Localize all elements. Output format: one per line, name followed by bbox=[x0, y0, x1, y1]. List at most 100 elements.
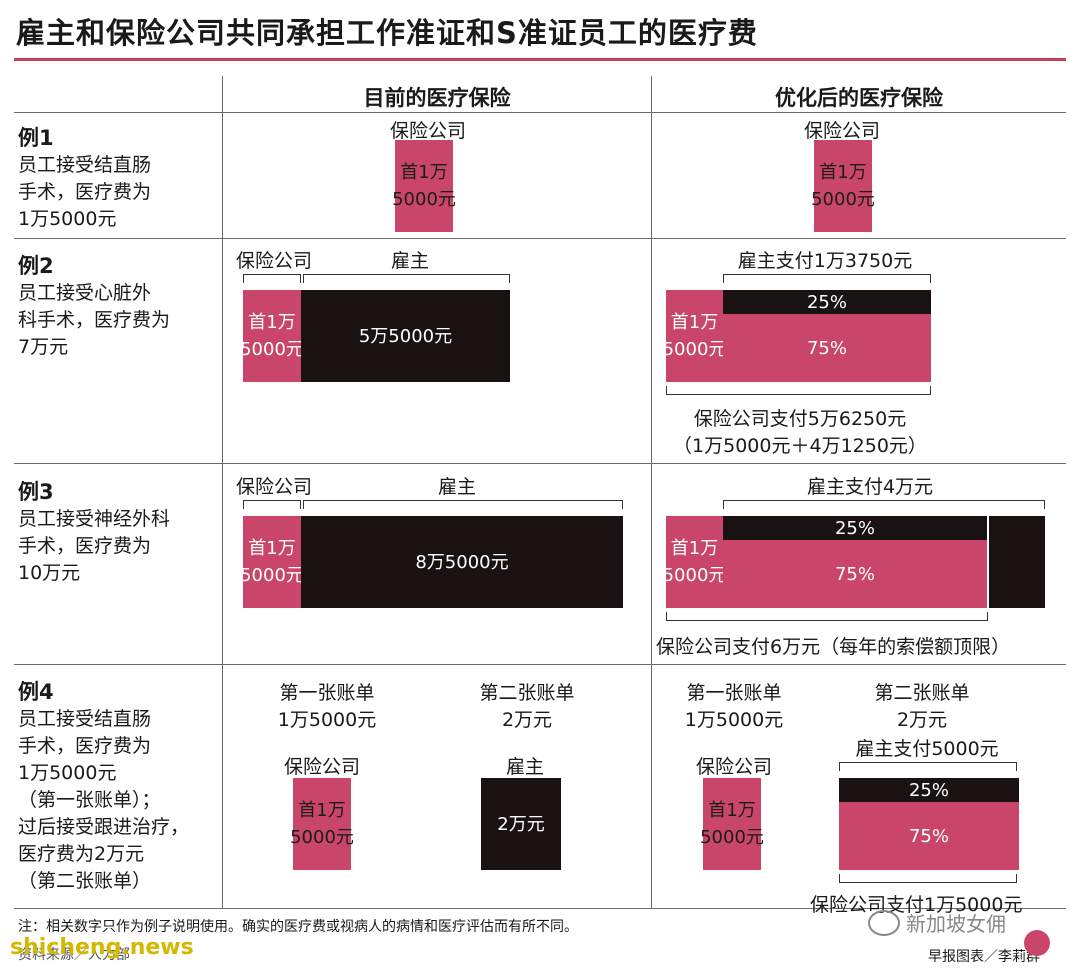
ex3-insurer-pays-label: 保险公司支付6万元（每年的索偿额顶限） bbox=[656, 636, 1011, 658]
example-desc-line: 手术，医疗费为 bbox=[18, 181, 152, 203]
box-text: 5000元 bbox=[662, 339, 727, 360]
ex3-current-employer-box: 8万5000元 bbox=[301, 516, 623, 608]
title-underline bbox=[14, 58, 1066, 61]
box-text: 75% bbox=[908, 825, 949, 847]
credit-note: 早报图表／李莉群 bbox=[928, 949, 1040, 965]
ex4-optimized-bill1-amount: 1万5000元 bbox=[684, 709, 784, 731]
box-text: 首1万 bbox=[248, 312, 296, 333]
box-text: 75% bbox=[806, 337, 847, 359]
watermark-left: shicheng.news bbox=[10, 935, 194, 960]
example-1-label-block: 例1 员工接受结直肠 手术，医疗费为 1万5000元 bbox=[18, 122, 218, 233]
ex2-current-insurer-label: 保险公司 bbox=[236, 250, 313, 272]
page-title: 雇主和保险公司共同承担工作准证和S准证员工的医疗费 bbox=[16, 16, 758, 50]
example-desc-line: 员工接受结直肠 bbox=[18, 708, 152, 730]
example-desc-line: 手术，医疗费为 bbox=[18, 535, 152, 557]
box-text: 5000元 bbox=[392, 189, 456, 210]
ex3-optimized-75-box: 75% bbox=[723, 540, 987, 608]
ex2-current-employer-label: 雇主 bbox=[391, 250, 430, 272]
box-text: 5000元 bbox=[700, 827, 764, 848]
col-divider-1 bbox=[222, 76, 223, 908]
ex2-insurer-pays-label: 保险公司支付5万6250元 bbox=[693, 408, 907, 430]
ex2-insurer-detail-label: （1万5000元＋4万1250元） bbox=[673, 435, 927, 457]
example-desc-line: 医疗费为2万元 bbox=[18, 843, 145, 865]
ex4-employer-pays-label: 雇主支付5000元 bbox=[855, 738, 999, 760]
box-text: 5000元 bbox=[290, 827, 354, 848]
box-text: 5万5000元 bbox=[358, 325, 453, 347]
col-divider-2 bbox=[651, 76, 652, 908]
ex4-employer-pays-bracket bbox=[839, 762, 1017, 771]
ex3-insurer-pays-bracket bbox=[666, 612, 988, 621]
ex4-current-insurer-box: 首1万 5000元 bbox=[290, 778, 354, 870]
ex4-optimized-insurer-box: 首1万 5000元 bbox=[700, 778, 764, 870]
example-desc-line: 手术，医疗费为 bbox=[18, 735, 152, 757]
wechat-icon bbox=[868, 909, 900, 936]
box-text: 2万元 bbox=[497, 813, 545, 835]
ex4-current-bill1-amount: 1万5000元 bbox=[277, 709, 377, 731]
ex3-current-insurer-bracket bbox=[243, 500, 301, 509]
ex1-optimized-insurer-label: 保险公司 bbox=[803, 120, 880, 142]
ex4-optimized-bill2-title: 第二张账单 bbox=[874, 682, 970, 704]
ex2-optimized-insurer-box: 首1万 5000元 bbox=[663, 290, 726, 382]
ex3-optimized-insurer-box: 首1万 5000元 bbox=[663, 516, 726, 608]
ex4-current-bill2-amount: 2万元 bbox=[501, 709, 553, 731]
footnote: 注：相关数字只作为例子说明使用。确实的医疗费或视病人的病情和医疗评估而有所不同。 bbox=[18, 919, 578, 935]
ex2-current-insurer-bracket bbox=[243, 274, 301, 283]
ex3-optimized-25-box: 25% bbox=[723, 516, 987, 540]
ex1-current-insurer-label: 保险公司 bbox=[389, 120, 466, 142]
row-divider-2 bbox=[14, 463, 1066, 464]
box-text: 75% bbox=[834, 563, 875, 585]
ex3-optimized-excess-box bbox=[989, 516, 1045, 608]
example-desc-line: 员工接受神经外科 bbox=[18, 508, 171, 530]
example-desc-line: 10万元 bbox=[18, 562, 81, 584]
example-label: 例4 bbox=[18, 680, 54, 704]
ex2-current-employer-bracket bbox=[303, 274, 510, 283]
ex4-current-employer-label: 雇主 bbox=[505, 756, 544, 778]
example-4-label-block: 例4 员工接受结直肠 手术，医疗费为 1万5000元 （第一张账单）； 过后接受… bbox=[18, 676, 218, 895]
ex2-current-insurer-box: 首1万 5000元 bbox=[240, 290, 304, 382]
box-text: 首1万 bbox=[298, 800, 346, 821]
zaobao-logo-icon bbox=[1024, 930, 1050, 956]
example-desc-line: 7万元 bbox=[18, 336, 69, 358]
example-desc-line: （第二张账单） bbox=[18, 870, 152, 892]
box-text: 首1万 bbox=[670, 538, 719, 559]
ex3-current-employer-bracket bbox=[303, 500, 623, 509]
box-text: 5000元 bbox=[240, 339, 304, 360]
ex2-optimized-75-box: 75% bbox=[723, 314, 931, 382]
watermark-right-block: 新加坡女佣 bbox=[868, 908, 1006, 937]
ex4-current-insurer-label: 保险公司 bbox=[283, 756, 360, 778]
ex4-current-bill2-title: 第二张账单 bbox=[479, 682, 575, 704]
box-text: 25% bbox=[806, 291, 847, 313]
box-text: 5000元 bbox=[662, 565, 727, 586]
ex3-employer-pays-label: 雇主支付4万元 bbox=[806, 476, 934, 498]
example-desc-line: 1万5000元 bbox=[18, 208, 117, 230]
box-text: 8万5000元 bbox=[415, 551, 509, 573]
box-text: 25% bbox=[908, 779, 949, 801]
ex4-optimized-bill1-title: 第一张账单 bbox=[686, 682, 782, 704]
ex4-insurer-pays-label: 保险公司支付1万5000元 bbox=[810, 894, 1023, 916]
ex2-current-employer-box: 5万5000元 bbox=[301, 290, 510, 382]
ex3-current-insurer-label: 保险公司 bbox=[236, 476, 313, 498]
box-text: 首1万 bbox=[400, 162, 448, 183]
ex4-optimized-insurer-label: 保险公司 bbox=[695, 756, 772, 778]
ex1-optimized-insurer-box: 首1万 5000元 bbox=[811, 140, 875, 232]
example-desc-line: 过后接受跟进治疗， bbox=[18, 816, 190, 838]
example-label: 例1 bbox=[18, 126, 54, 150]
bottom-divider bbox=[14, 908, 1066, 909]
example-label: 例3 bbox=[18, 480, 54, 504]
ex3-current-insurer-box: 首1万 5000元 bbox=[240, 516, 304, 608]
ex4-optimized-25-box: 25% bbox=[839, 778, 1019, 802]
example-label: 例2 bbox=[18, 254, 54, 278]
ex4-current-bill1-title: 第一张账单 bbox=[279, 682, 375, 704]
ex2-insurer-pays-bracket bbox=[666, 386, 931, 395]
ex4-insurer-pays-bracket bbox=[839, 874, 1017, 883]
ex2-optimized-25-box: 25% bbox=[723, 290, 931, 314]
header-divider bbox=[14, 112, 1066, 113]
column-header-optimized: 优化后的医疗保险 bbox=[775, 86, 943, 110]
ex4-current-employer-box: 2万元 bbox=[481, 778, 561, 870]
box-text: 首1万 bbox=[708, 800, 756, 821]
example-desc-line: （第一张账单）； bbox=[18, 789, 161, 811]
box-text: 5000元 bbox=[811, 189, 875, 210]
example-desc-line: 员工接受心脏外 bbox=[18, 282, 152, 304]
example-2-label-block: 例2 员工接受心脏外 科手术，医疗费为 7万元 bbox=[18, 250, 218, 361]
box-text: 首1万 bbox=[248, 538, 296, 559]
